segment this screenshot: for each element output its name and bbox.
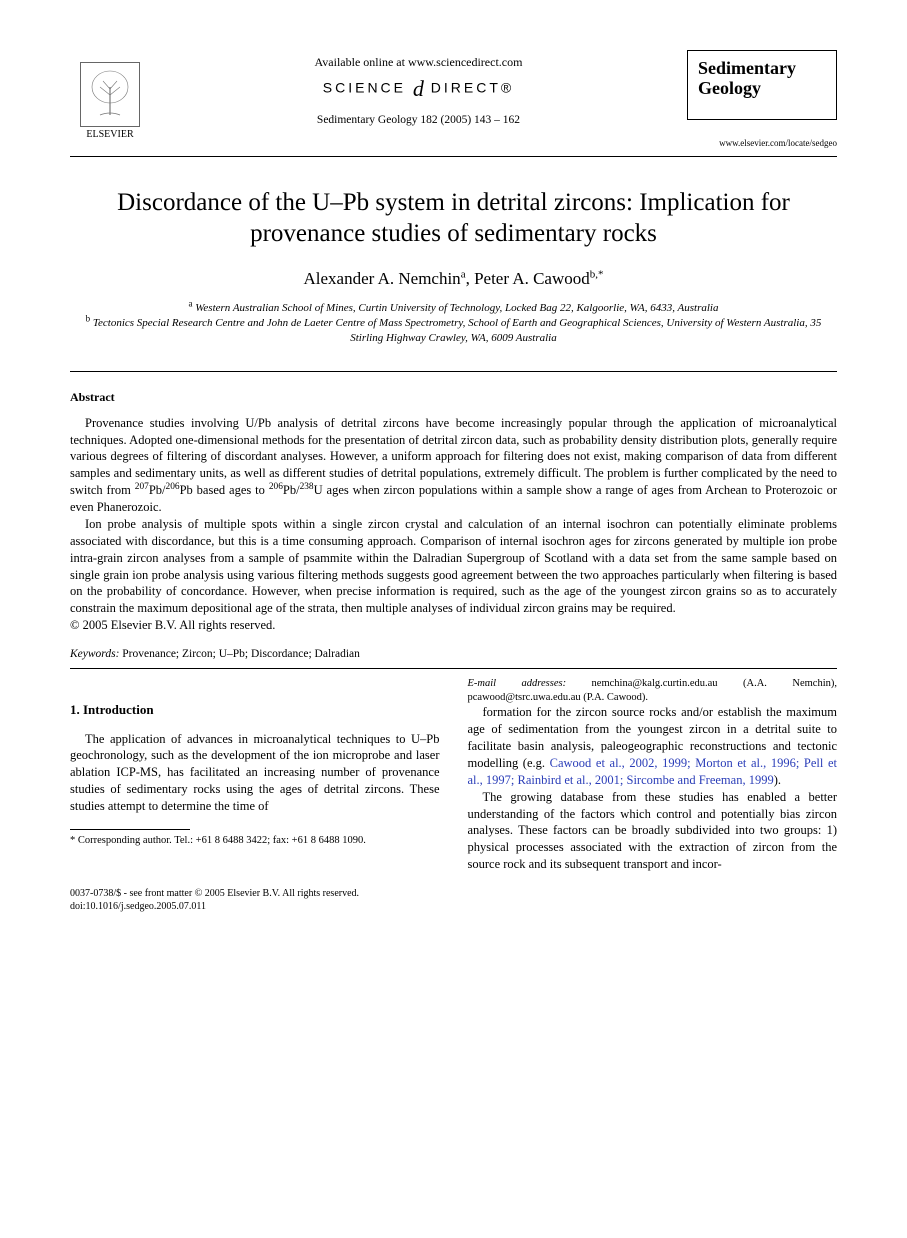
- email-line: E-mail addresses: nemchina@kalg.curtin.e…: [468, 677, 838, 704]
- abstract-top-rule: [70, 371, 837, 372]
- abstract-heading: Abstract: [70, 390, 837, 405]
- keywords-line: Keywords: Provenance; Zircon; U–Pb; Disc…: [70, 648, 837, 660]
- elsevier-label: ELSEVIER: [86, 129, 133, 140]
- corresponding-author: * Corresponding author. Tel.: +61 8 6488…: [70, 834, 440, 848]
- header-row: ELSEVIER Available online at www.science…: [70, 50, 837, 148]
- science-direct-logo: SCIENCE d DIRECT®: [150, 76, 687, 102]
- sd-left: SCIENCE: [323, 80, 406, 96]
- sd-d-icon: d: [413, 76, 424, 101]
- abstract-bottom-rule: [70, 668, 837, 669]
- email-label: E-mail addresses:: [468, 678, 567, 689]
- author-1: Alexander A. Nemchin: [303, 269, 460, 288]
- journal-url: www.elsevier.com/locate/sedgeo: [687, 138, 837, 148]
- journal-name-line1: Sedimentary: [698, 59, 826, 79]
- abstract-p2: Ion probe analysis of multiple spots wit…: [70, 516, 837, 617]
- author-2-affil: b,*: [590, 268, 604, 280]
- keywords-text: Provenance; Zircon; U–Pb; Discordance; D…: [119, 648, 359, 660]
- elsevier-tree-icon: [80, 62, 140, 127]
- center-header: Available online at www.sciencedirect.co…: [150, 50, 687, 126]
- affil-b-text: Tectonics Special Research Centre and Jo…: [90, 317, 821, 344]
- footer-line2: doi:10.1016/j.sedgeo.2005.07.011: [70, 900, 837, 913]
- elsevier-logo: ELSEVIER: [70, 50, 150, 140]
- article-title: Discordance of the U–Pb system in detrit…: [70, 187, 837, 250]
- journal-box: Sedimentary Geology: [687, 50, 837, 120]
- affil-a-text: Western Australian School of Mines, Curt…: [193, 302, 719, 314]
- header-rule: [70, 156, 837, 157]
- author-sep: ,: [466, 269, 475, 288]
- body-p2: The growing database from these studies …: [468, 789, 838, 873]
- abstract-body: Provenance studies involving U/Pb analys…: [70, 415, 837, 634]
- keywords-label: Keywords:: [70, 648, 119, 660]
- body-p1: The application of advances in microanal…: [70, 731, 440, 815]
- abstract-p1b: ages when zircon populations within a sa…: [70, 483, 837, 514]
- available-online-text: Available online at www.sciencedirect.co…: [150, 55, 687, 70]
- journal-box-wrapper: Sedimentary Geology www.elsevier.com/loc…: [687, 50, 837, 148]
- journal-name-line2: Geology: [698, 79, 826, 99]
- body-p1b: formation for the zircon source rocks an…: [468, 704, 838, 788]
- journal-reference: Sedimentary Geology 182 (2005) 143 – 162: [150, 114, 687, 126]
- affiliation-a: a Western Australian School of Mines, Cu…: [70, 301, 837, 316]
- authors-line: Alexander A. Nemchina, Peter A. Cawoodb,…: [70, 269, 837, 289]
- sd-right: DIRECT®: [431, 80, 514, 96]
- body-p1b-b: ).: [774, 773, 781, 787]
- body-columns: 1. Introduction The application of advan…: [70, 677, 837, 873]
- affiliations: a Western Australian School of Mines, Cu…: [70, 301, 837, 346]
- author-2: Peter A. Cawood: [474, 269, 590, 288]
- section-1-heading: 1. Introduction: [70, 701, 440, 719]
- affiliation-b: b Tectonics Special Research Centre and …: [70, 316, 837, 346]
- footer-line1: 0037-0738/$ - see front matter © 2005 El…: [70, 887, 837, 900]
- footer: 0037-0738/$ - see front matter © 2005 El…: [70, 887, 837, 913]
- abstract-p1: Provenance studies involving U/Pb analys…: [70, 415, 837, 516]
- footnote-rule: [70, 829, 190, 830]
- copyright-line: © 2005 Elsevier B.V. All rights reserved…: [70, 617, 837, 634]
